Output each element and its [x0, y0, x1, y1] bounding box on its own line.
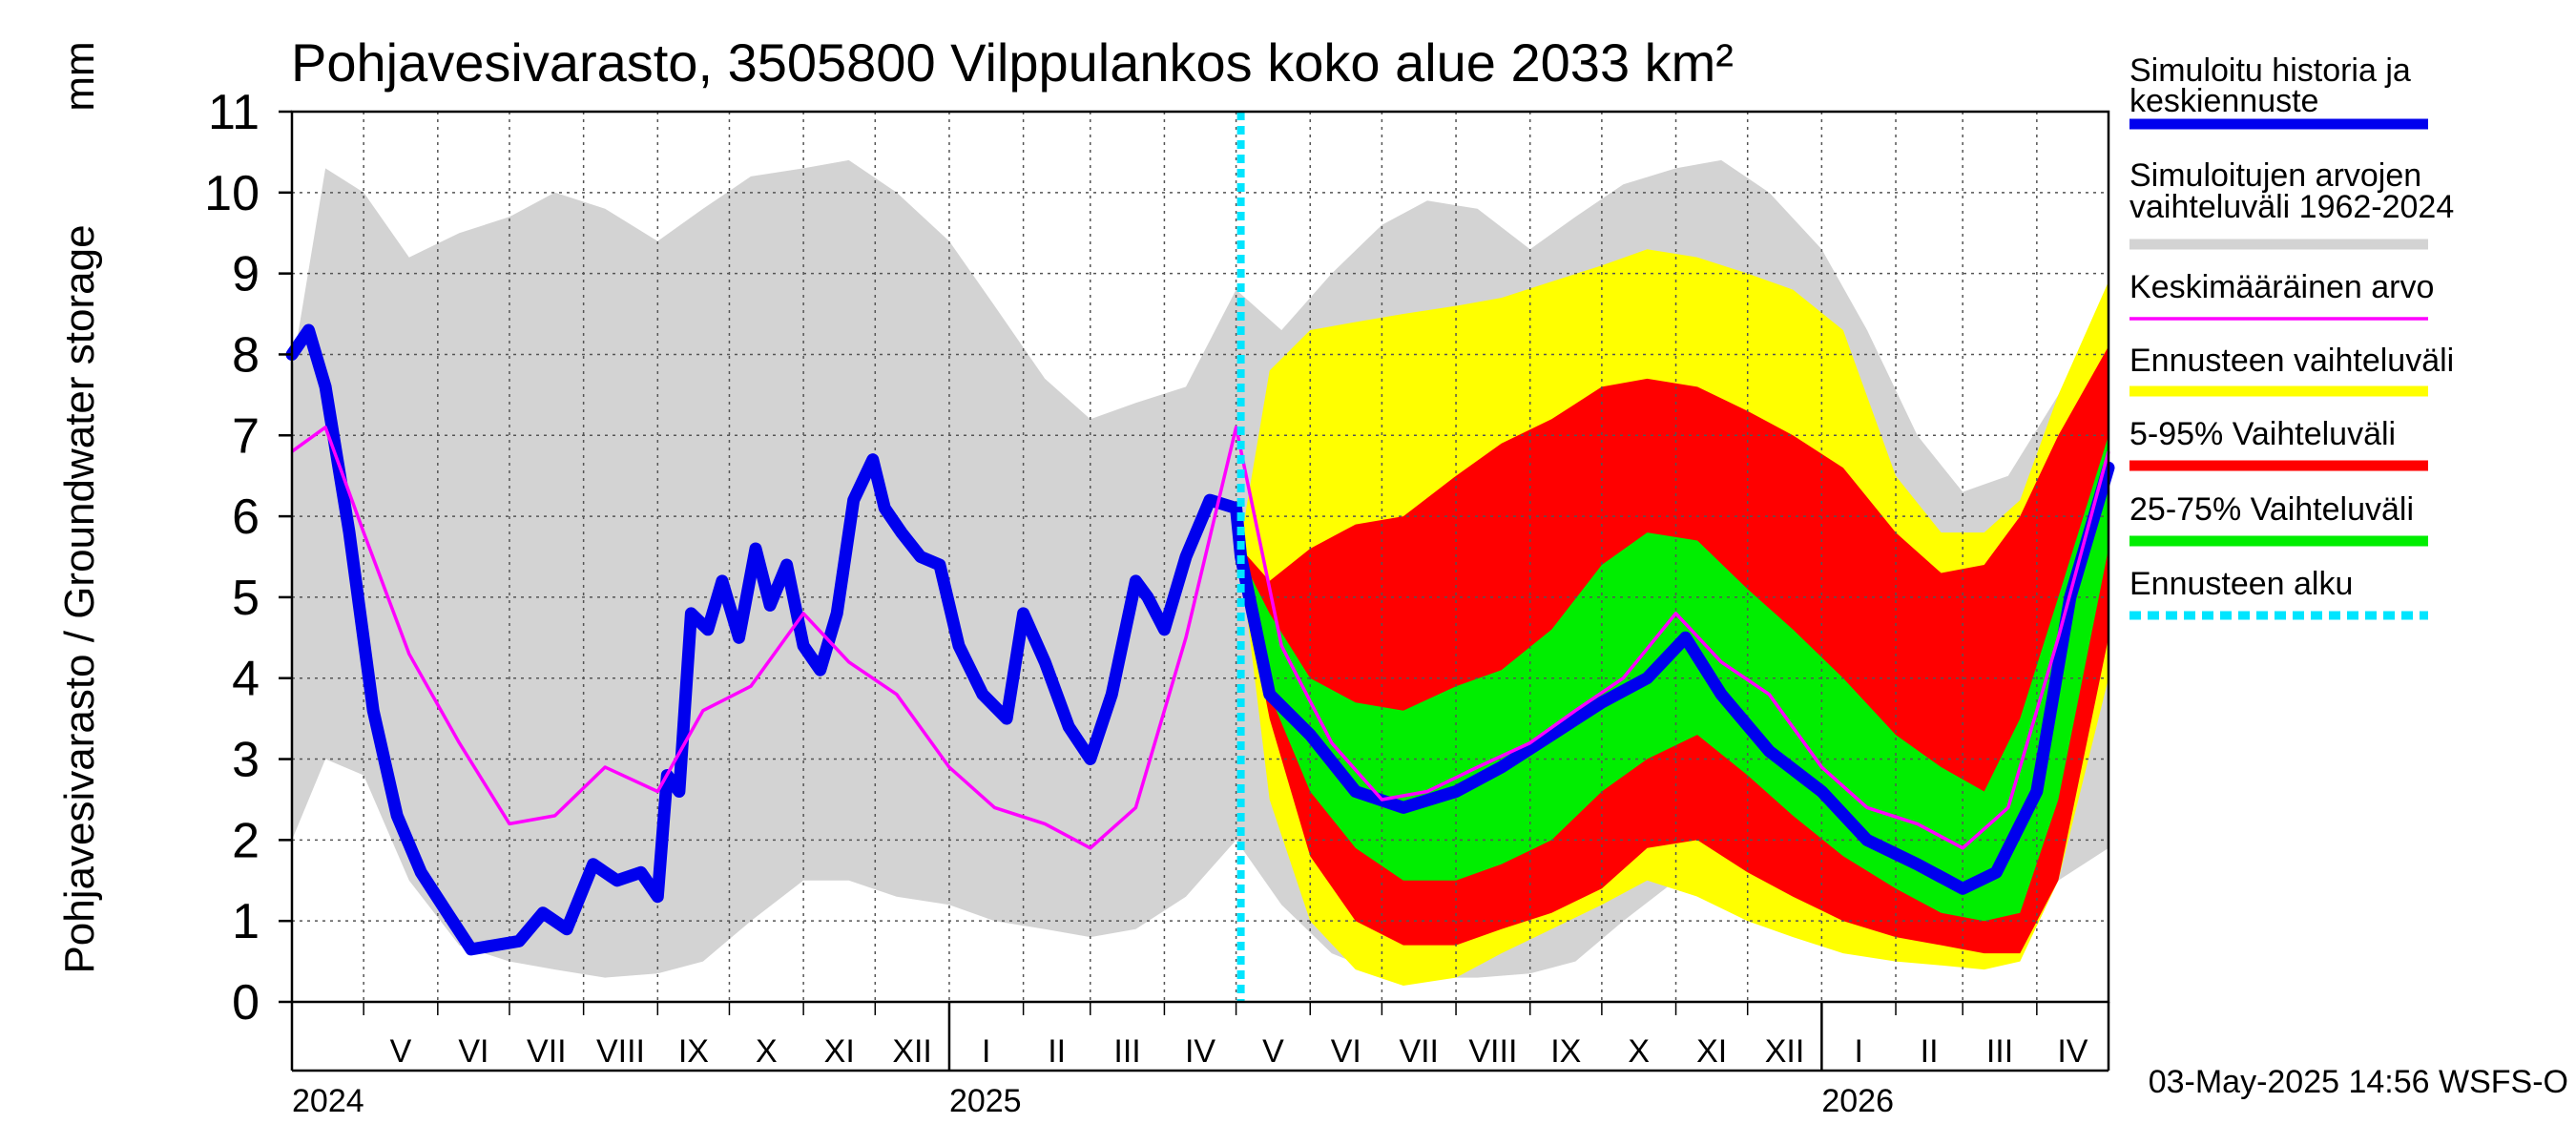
month-label: III — [1113, 1033, 1140, 1070]
year-label: 2026 — [1821, 1083, 1894, 1119]
y-tick-label: 9 — [232, 247, 260, 302]
y-tick-label: 0 — [232, 975, 260, 1030]
month-label: IX — [1550, 1033, 1581, 1070]
year-label: 2024 — [292, 1083, 364, 1119]
month-label: X — [1628, 1033, 1650, 1070]
month-label: V — [390, 1033, 412, 1070]
y-tick-label: 8 — [232, 327, 260, 383]
year-label: 2025 — [949, 1083, 1022, 1119]
y-tick-label: 4 — [232, 652, 260, 707]
month-label: XI — [1696, 1033, 1727, 1070]
month-label: I — [1854, 1033, 1862, 1070]
y-tick-label: 5 — [232, 571, 260, 626]
chart-title: Pohjavesivarasto, 3505800 Vilppulankos k… — [291, 32, 1734, 93]
month-label: IX — [678, 1033, 709, 1070]
y-axis-unit: mm — [56, 41, 103, 111]
legend-label: Simuloitu historia ja — [2129, 52, 2411, 89]
month-label: VII — [527, 1033, 567, 1070]
series-lines — [285, 112, 2115, 1002]
y-tick-label: 7 — [232, 408, 260, 464]
y-tick-label: 2 — [232, 813, 260, 868]
legend-label: 25-75% Vaihteluväli — [2129, 491, 2414, 528]
footer-timestamp: 03-May-2025 14:56 WSFS-O — [2149, 1064, 2568, 1100]
y-tick-label: 3 — [232, 733, 260, 788]
month-label: VI — [1331, 1033, 1361, 1070]
y-tick-label: 11 — [208, 85, 260, 140]
legend-label: keskiennuste — [2129, 83, 2318, 119]
mean-line — [290, 426, 2110, 850]
legend: Simuloitu historia jakeskiennusteSimuloi… — [2129, 52, 2454, 620]
month-label: III — [1986, 1033, 2013, 1070]
month-label: XII — [892, 1033, 932, 1070]
legend-label: 5-95% Vaihteluväli — [2129, 416, 2396, 452]
legend-label: Keskimääräinen arvo — [2129, 269, 2434, 305]
median-line — [285, 323, 2115, 956]
y-tick-label: 1 — [232, 894, 260, 949]
legend-item: 25-75% Vaihteluväli — [2129, 491, 2428, 547]
month-label: IV — [2057, 1033, 2088, 1070]
month-label: VII — [1399, 1033, 1439, 1070]
legend-item: Ennusteen vaihteluväli — [2129, 343, 2454, 397]
y-axis-label: Pohjavesivarasto / Groundwater storage — [56, 224, 103, 973]
month-label: XII — [1765, 1033, 1805, 1070]
month-label: II — [1921, 1033, 1939, 1070]
month-label: I — [982, 1033, 990, 1070]
month-label: XI — [824, 1033, 855, 1070]
y-tick-label: 6 — [232, 489, 260, 545]
grid — [292, 111, 2109, 1002]
month-label: IV — [1185, 1033, 1215, 1070]
legend-label: Simuloitujen arvojen — [2129, 157, 2421, 194]
month-label: VIII — [1468, 1033, 1517, 1070]
y-tick-label: 10 — [204, 166, 260, 221]
legend-label: Ennusteen alku — [2129, 566, 2353, 602]
legend-item: Keskimääräinen arvo — [2129, 269, 2434, 321]
month-label: X — [756, 1033, 778, 1070]
month-label: VIII — [596, 1033, 645, 1070]
month-label: VI — [458, 1033, 488, 1070]
legend-item: Ennusteen alku — [2129, 566, 2428, 620]
plot-frame — [290, 110, 2110, 1004]
month-label: II — [1048, 1033, 1066, 1070]
month-label: V — [1262, 1033, 1284, 1070]
legend-item: 5-95% Vaihteluväli — [2129, 416, 2428, 471]
legend-label: vaihteluväli 1962-2024 — [2129, 189, 2454, 225]
legend-label: Ennusteen vaihteluväli — [2129, 343, 2454, 379]
